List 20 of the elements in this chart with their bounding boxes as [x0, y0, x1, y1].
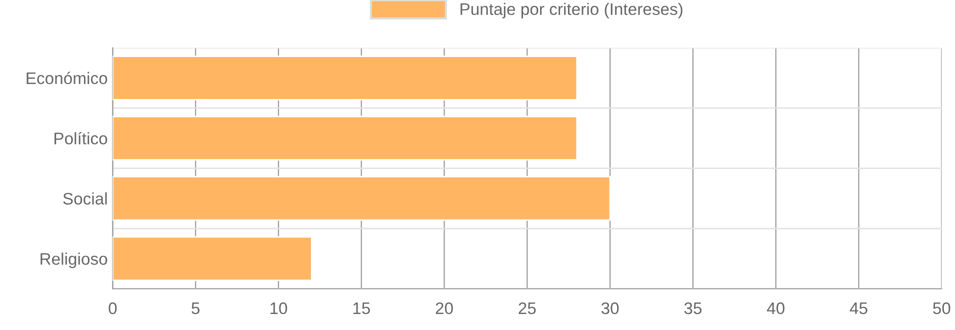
x-tick-label: 40 — [766, 302, 784, 314]
x-tick-label: 35 — [684, 302, 702, 314]
bar — [112, 56, 578, 100]
y-tick-label: Político — [54, 132, 108, 144]
bar — [112, 116, 578, 161]
bar — [112, 176, 611, 221]
y-tick-label: Social — [63, 192, 107, 205]
x-tick-label: 25 — [518, 302, 536, 314]
x-tick-label: 10 — [270, 302, 288, 314]
x-tick-label: 0 — [108, 302, 117, 314]
x-tick-label: 15 — [353, 302, 370, 314]
legend-label: Puntaje por criterio (Intereses) — [460, 2, 682, 18]
x-tick-label: 20 — [436, 302, 453, 314]
bar — [112, 236, 312, 282]
y-tick-label: Religioso — [40, 252, 108, 268]
x-tick-label: 30 — [601, 302, 619, 314]
x-tick-label: 5 — [192, 302, 200, 314]
x-tick-label: 50 — [933, 302, 950, 314]
x-tick-label: 45 — [850, 302, 868, 314]
y-tick-label: Económico — [26, 72, 108, 84]
